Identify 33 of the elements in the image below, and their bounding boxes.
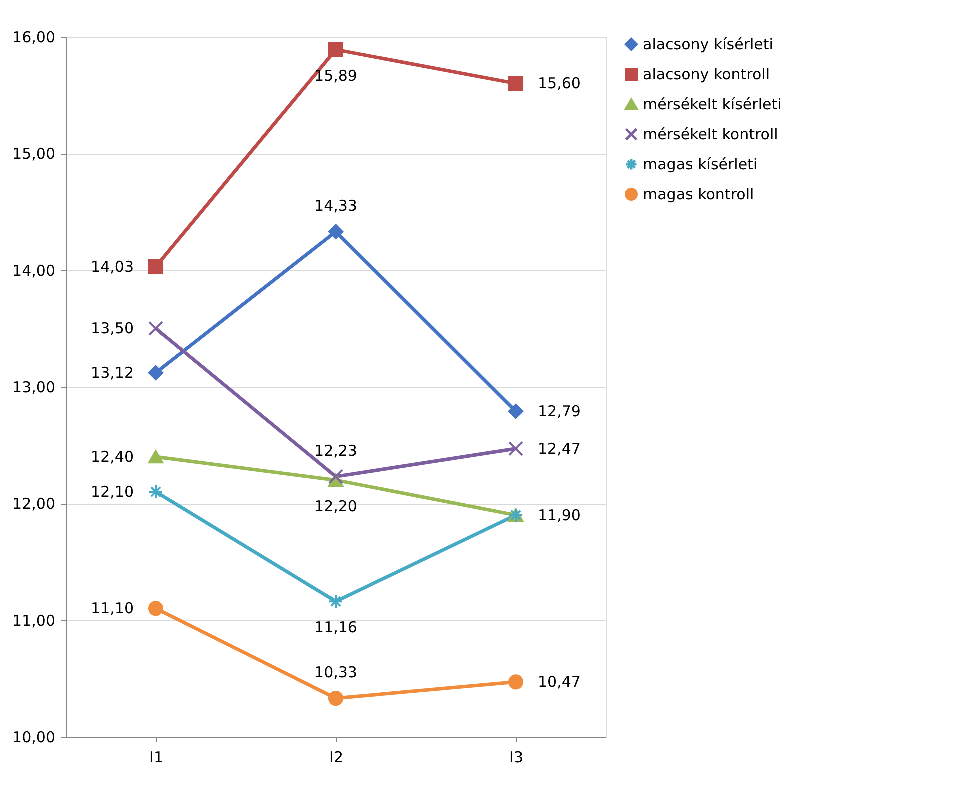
legend-label: alacsony kontroll: [643, 66, 770, 84]
data-label: 15,89: [314, 66, 358, 85]
y-tick-label: 13,00: [12, 378, 56, 396]
y-tick-label: 14,00: [12, 262, 56, 280]
legend-label: alacsony kísérleti: [643, 36, 774, 54]
data-label: 12,20: [314, 497, 358, 516]
x-tick-label: I2: [330, 748, 344, 766]
legend-label: mérsékelt kísérleti: [643, 96, 782, 114]
x-tick-label: I1: [150, 748, 164, 766]
data-label: 10,33: [314, 664, 358, 682]
y-tick-label: 10,00: [12, 728, 56, 746]
y-tick-label: 11,00: [12, 612, 56, 630]
legend-label: mérsékelt kontroll: [643, 126, 778, 144]
legend-label: magas kísérleti: [643, 156, 758, 174]
data-label: 12,40: [91, 448, 134, 466]
data-label: 12,79: [538, 402, 581, 420]
y-tick-label: 15,00: [12, 145, 56, 164]
data-label: 11,90: [538, 506, 581, 524]
data-label: 15,60: [538, 74, 581, 93]
y-tick-label: 16,00: [12, 28, 56, 46]
data-label: 10,47: [538, 673, 581, 692]
data-label: 12,10: [91, 483, 134, 501]
data-label: 11,16: [314, 618, 358, 637]
legend-label: magas kontroll: [643, 186, 754, 204]
data-label: 13,12: [91, 364, 134, 382]
data-label: 11,10: [91, 600, 134, 618]
data-label: 13,50: [91, 320, 134, 338]
y-tick-label: 12,00: [12, 495, 56, 514]
data-label: 12,47: [538, 440, 581, 458]
data-label: 12,23: [314, 442, 358, 460]
x-tick-label: I3: [510, 748, 524, 766]
data-label: 14,03: [91, 258, 134, 276]
data-label: 14,33: [314, 196, 358, 215]
